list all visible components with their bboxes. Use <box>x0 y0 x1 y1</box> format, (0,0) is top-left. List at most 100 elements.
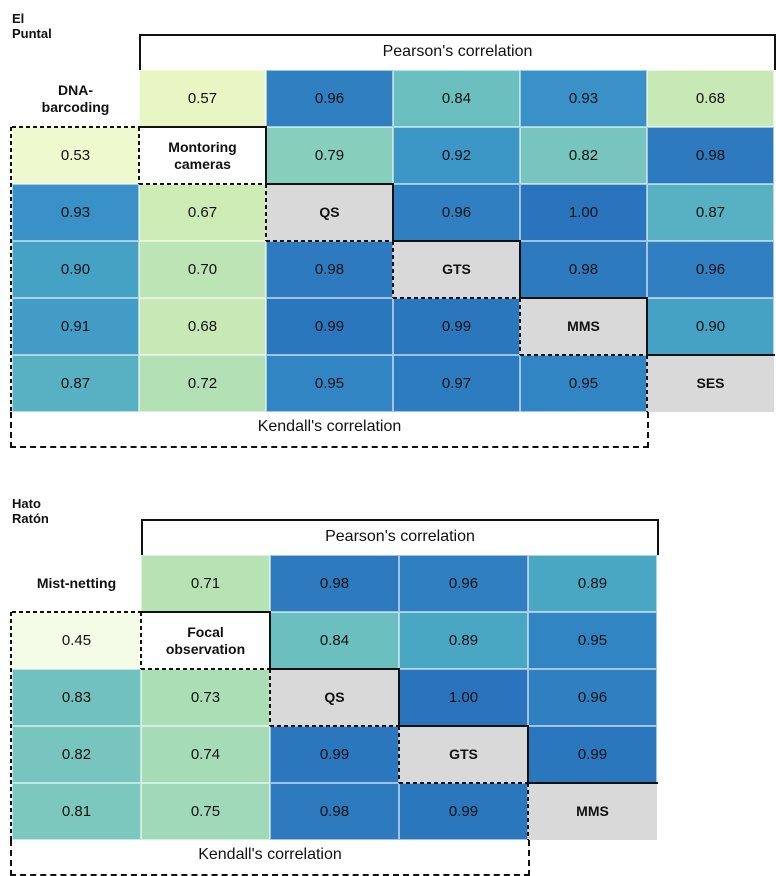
lower-triangle-border <box>399 782 528 784</box>
panel-title: Hato Ratón <box>12 496 49 526</box>
pearson-label: Pearson's correlation <box>382 43 533 60</box>
lower-triangle-border <box>10 127 12 412</box>
kendall-label: Kendall's correlation <box>257 418 402 435</box>
method-diagonal-cell: QS <box>270 669 399 726</box>
pearson-value-cell: 0.93 <box>520 70 647 127</box>
pearson-value-cell: 0.71 <box>141 555 270 612</box>
kendall-value-cell: 0.70 <box>139 241 266 298</box>
upper-triangle-border <box>527 726 529 784</box>
pearson-value-cell: 0.57 <box>139 70 266 127</box>
pearson-value-cell: 0.92 <box>393 127 520 184</box>
lower-triangle-border <box>12 611 141 613</box>
pearson-value-cell: 0.82 <box>520 127 647 184</box>
upper-triangle-border <box>646 354 775 356</box>
pearson-value-cell: 0.96 <box>528 669 657 726</box>
pearson-value-cell: 0.99 <box>528 726 657 783</box>
method-label: DNA-barcoding <box>12 70 139 127</box>
kendall-bracket: Kendall's correlation <box>10 412 649 448</box>
kendall-value-cell: 0.72 <box>139 355 266 412</box>
upper-triangle-border <box>138 126 267 128</box>
upper-triangle-border <box>519 241 521 299</box>
lower-triangle-border <box>519 298 521 355</box>
upper-triangle-border <box>392 184 394 242</box>
lower-triangle-border <box>266 240 393 242</box>
lower-triangle-border <box>139 183 266 185</box>
method-label: Mist-netting <box>12 555 141 612</box>
pearson-value-cell: 0.98 <box>647 127 774 184</box>
pearson-bracket: Pearson's correlation <box>139 34 776 70</box>
pearson-value-cell: 1.00 <box>399 669 528 726</box>
kendall-value-cell: 0.95 <box>266 355 393 412</box>
pearson-value-cell: 0.96 <box>399 555 528 612</box>
lower-triangle-border <box>265 184 267 241</box>
kendall-value-cell: 0.81 <box>12 783 141 840</box>
lower-triangle-border <box>270 725 399 727</box>
upper-triangle-border <box>527 782 658 784</box>
upper-triangle-border <box>392 240 521 242</box>
kendall-value-cell: 0.87 <box>12 355 139 412</box>
upper-triangle-border <box>646 298 648 356</box>
lower-triangle-border <box>10 612 12 840</box>
method-label: Focal observation <box>141 612 270 669</box>
kendall-value-cell: 0.99 <box>399 783 528 840</box>
pearson-bracket: Pearson's correlation <box>141 519 659 555</box>
lower-triangle-border <box>141 668 270 670</box>
upper-triangle-border <box>398 669 400 727</box>
upper-triangle-border <box>265 127 267 185</box>
kendall-value-cell: 0.68 <box>139 298 266 355</box>
pearson-value-cell: 0.96 <box>647 241 774 298</box>
upper-triangle-border <box>269 612 271 670</box>
lower-triangle-border <box>12 126 139 128</box>
pearson-value-cell: 0.79 <box>266 127 393 184</box>
kendall-value-cell: 0.93 <box>12 184 139 241</box>
kendall-value-cell: 0.82 <box>12 726 141 783</box>
kendall-value-cell: 0.91 <box>12 298 139 355</box>
method-diagonal-cell: GTS <box>399 726 528 783</box>
kendall-value-cell: 0.73 <box>141 669 270 726</box>
pearson-label: Pearson's correlation <box>325 528 475 545</box>
pearson-value-cell: 0.89 <box>399 612 528 669</box>
method-diagonal-cell: GTS <box>393 241 520 298</box>
upper-triangle-border <box>398 725 529 727</box>
pearson-value-cell: 0.90 <box>647 298 774 355</box>
pearson-value-cell: 0.98 <box>520 241 647 298</box>
kendall-bracket: Kendall's correlation <box>10 840 530 876</box>
pearson-value-cell: 0.84 <box>393 70 520 127</box>
pearson-value-cell: 0.68 <box>647 70 774 127</box>
method-diagonal-cell: MMS <box>528 783 657 840</box>
kendall-value-cell: 0.45 <box>12 612 141 669</box>
kendall-value-cell: 0.99 <box>270 726 399 783</box>
kendall-value-cell: 0.67 <box>139 184 266 241</box>
kendall-value-cell: 0.95 <box>520 355 647 412</box>
upper-triangle-border <box>265 183 394 185</box>
kendall-value-cell: 0.98 <box>266 241 393 298</box>
lower-triangle-border <box>138 127 140 184</box>
kendall-value-cell: 0.90 <box>12 241 139 298</box>
pearson-value-cell: 0.96 <box>266 70 393 127</box>
lower-triangle-border <box>393 297 520 299</box>
kendall-value-cell: 0.75 <box>141 783 270 840</box>
pearson-value-cell: 1.00 <box>520 184 647 241</box>
kendall-value-cell: 0.83 <box>12 669 141 726</box>
method-diagonal-cell: QS <box>266 184 393 241</box>
lower-triangle-border <box>646 355 648 412</box>
panel-title: El Puntal <box>12 11 52 41</box>
method-diagonal-cell: MMS <box>520 298 647 355</box>
upper-triangle-border <box>269 668 400 670</box>
lower-triangle-border <box>392 241 394 298</box>
kendall-value-cell: 0.74 <box>141 726 270 783</box>
upper-triangle-border <box>519 297 648 299</box>
pearson-value-cell: 0.89 <box>528 555 657 612</box>
upper-triangle-border <box>140 611 271 613</box>
method-label: Montoring cameras <box>139 127 266 184</box>
kendall-value-cell: 0.53 <box>12 127 139 184</box>
kendall-value-cell: 0.99 <box>393 298 520 355</box>
lower-triangle-border <box>527 783 529 840</box>
lower-triangle-border <box>140 612 142 669</box>
pearson-value-cell: 0.96 <box>393 184 520 241</box>
pearson-value-cell: 0.95 <box>528 612 657 669</box>
lower-triangle-border <box>520 354 647 356</box>
pearson-value-cell: 0.84 <box>270 612 399 669</box>
kendall-value-cell: 0.98 <box>270 783 399 840</box>
kendall-label: Kendall's correlation <box>198 846 342 863</box>
